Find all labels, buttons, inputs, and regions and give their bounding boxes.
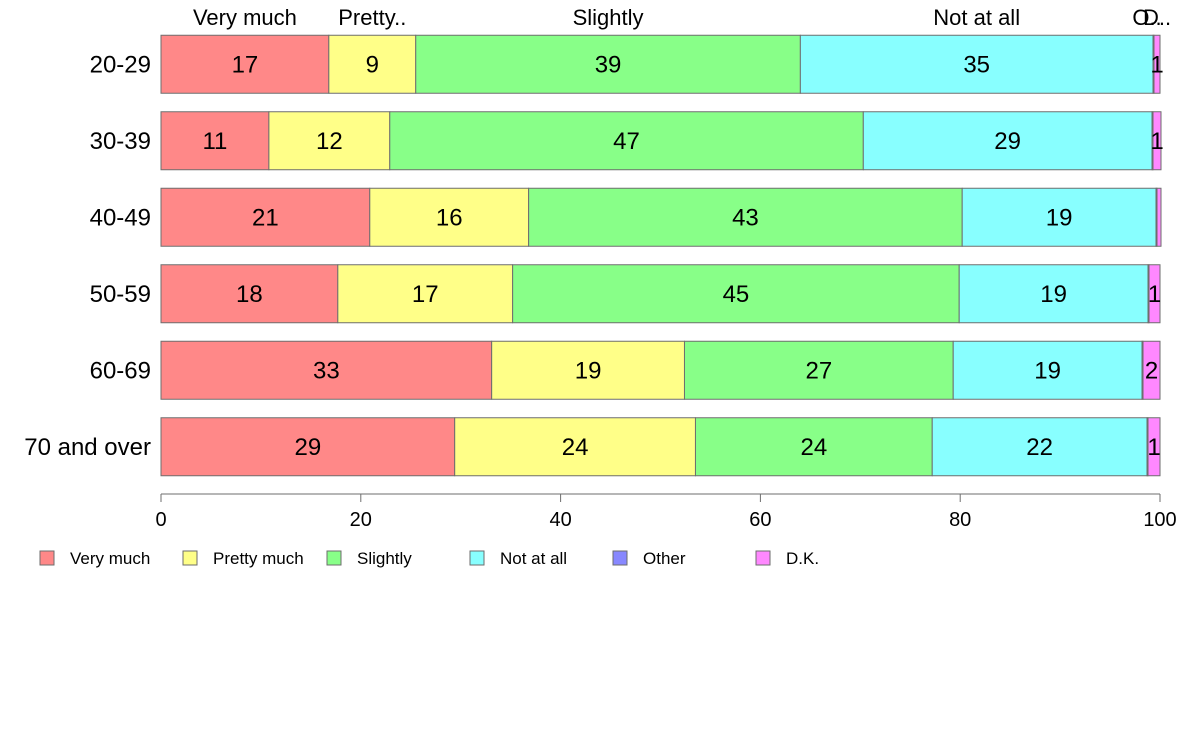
data-label: 17	[412, 281, 439, 308]
category-label: 20-29	[90, 51, 151, 78]
bar-segment	[328, 34, 417, 94]
data-label: 17	[232, 51, 259, 78]
bar-segment	[683, 340, 954, 400]
data-label: 19	[1046, 204, 1073, 231]
bar-segment	[160, 111, 270, 171]
category-label: 50-59	[90, 281, 151, 308]
bar-segment	[160, 264, 339, 324]
legend-swatch	[755, 550, 771, 566]
top-series-label: D..	[1143, 5, 1171, 30]
category-label: 30-39	[90, 128, 151, 155]
legend-swatch	[39, 550, 55, 566]
bar-segment	[268, 111, 391, 171]
bar-segment	[1142, 340, 1161, 400]
data-label: 19	[1034, 357, 1061, 384]
legend-label: Very much	[70, 549, 150, 568]
data-label: 29	[295, 434, 322, 461]
x-tick-label: 60	[749, 509, 771, 531]
bar-segment	[1152, 111, 1162, 171]
legend-label: Pretty much	[213, 549, 304, 568]
bar-segment	[512, 264, 960, 324]
data-label: 1	[1147, 434, 1160, 461]
data-label: 9	[366, 51, 379, 78]
legend-swatch	[469, 550, 485, 566]
bar-segment	[1153, 34, 1161, 94]
data-label: 43	[732, 204, 759, 231]
data-label: 2	[1145, 357, 1158, 384]
bar-segment	[160, 34, 330, 94]
bar-segment	[415, 34, 801, 94]
top-series-label: O..	[1132, 5, 1161, 30]
legend-label: Other	[643, 549, 686, 568]
data-label: 1	[1150, 51, 1163, 78]
legend-label: Not at all	[500, 549, 567, 568]
data-label: 12	[316, 128, 343, 155]
top-series-label: Slightly	[573, 5, 644, 30]
data-label: 39	[595, 51, 622, 78]
data-label: 27	[805, 357, 832, 384]
legend-label: D.K.	[786, 549, 819, 568]
bar-segment	[528, 187, 963, 247]
x-tick-label: 80	[949, 509, 971, 531]
bar-segment	[491, 340, 685, 400]
bar-segment	[389, 111, 864, 171]
category-label: 40-49	[90, 204, 151, 231]
bar-segment	[454, 417, 696, 477]
bar-segment	[1156, 187, 1162, 247]
x-tick-label: 0	[155, 509, 166, 531]
data-label: 19	[1040, 281, 1067, 308]
top-series-label: Very much	[193, 5, 297, 30]
data-label: 24	[562, 434, 589, 461]
data-label: 11	[202, 128, 227, 155]
data-label: 45	[723, 281, 750, 308]
data-label: 29	[994, 128, 1021, 155]
data-label: 1	[1148, 281, 1161, 308]
bar-segment	[952, 340, 1143, 400]
category-label: 60-69	[90, 357, 151, 384]
data-label: 24	[800, 434, 827, 461]
category-label: 70 and over	[24, 434, 151, 461]
legend-label: Slightly	[357, 549, 412, 568]
bar-segment	[799, 34, 1154, 94]
data-label: 22	[1026, 434, 1053, 461]
x-tick-label: 40	[549, 509, 571, 531]
data-label: 35	[963, 51, 990, 78]
top-series-label: Not at all	[933, 5, 1020, 30]
x-tick-label: 100	[1143, 509, 1176, 531]
data-label: 21	[252, 204, 279, 231]
bar-segment	[369, 187, 530, 247]
bar-segment	[160, 417, 456, 477]
bar-segment	[1147, 417, 1161, 477]
x-tick-label: 20	[350, 509, 372, 531]
data-label: 1	[1150, 128, 1163, 155]
bar-segment	[961, 187, 1157, 247]
legend-swatch	[182, 550, 198, 566]
top-series-label: Pretty..	[338, 5, 406, 30]
data-label: 18	[236, 281, 263, 308]
bar-segment	[694, 417, 933, 477]
data-label: 19	[575, 357, 602, 384]
data-label: 16	[436, 204, 463, 231]
legend-swatch	[612, 550, 628, 566]
data-label: 47	[613, 128, 640, 155]
bar-segment	[1148, 264, 1161, 324]
bar-segment	[160, 340, 493, 400]
data-label: 33	[313, 357, 340, 384]
bar-segment	[862, 111, 1153, 171]
legend-swatch	[326, 550, 342, 566]
